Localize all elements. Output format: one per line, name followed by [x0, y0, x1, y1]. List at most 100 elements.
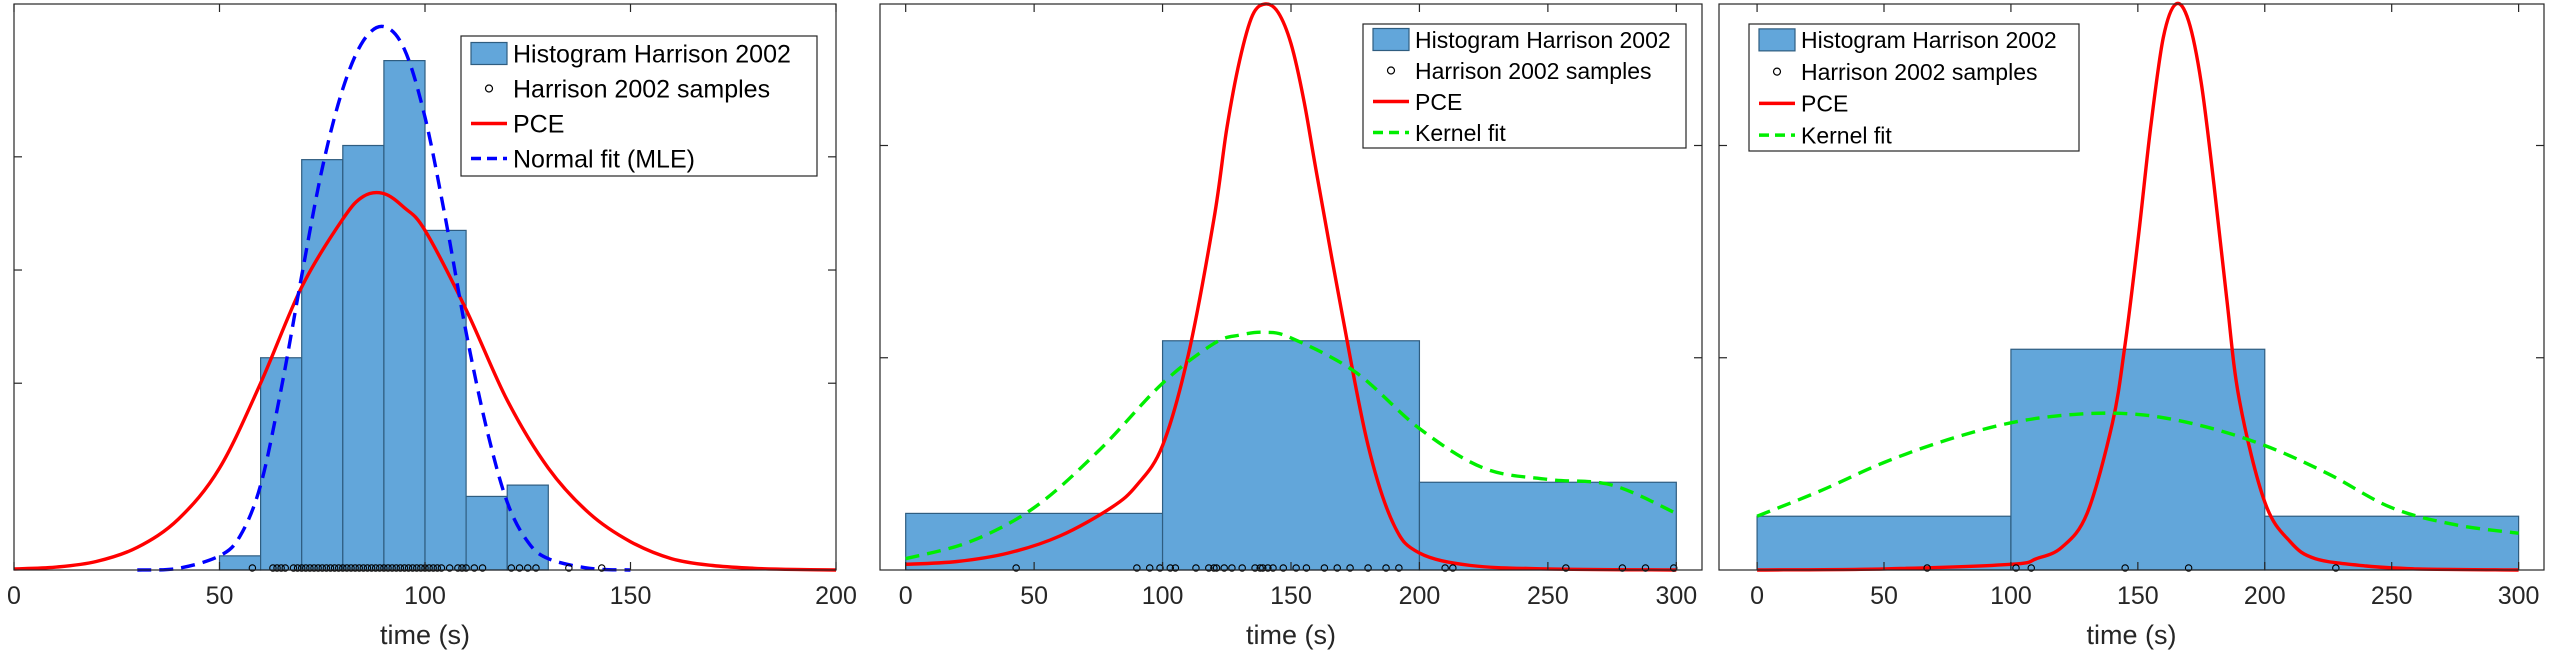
- panel-3-histogram-bar: [2010, 348, 2266, 571]
- panel-2-legend-label-histogram: Histogram Harrison 2002: [1415, 27, 1671, 53]
- panel-2-sample-point: [1364, 564, 1372, 572]
- panel-2-sample-point: [1258, 564, 1267, 572]
- panel-1: 0 50 100 150 200 Histogram Harrison 2002 Har…: [7, 3, 857, 650]
- panel-2-sample-point: [1210, 564, 1218, 572]
- panel-1-x-axis-label: time (s): [380, 620, 470, 650]
- panel-1-sample-point: [289, 564, 298, 572]
- panel-2-legend-label-samples: Harrison 2002 samples: [1415, 58, 1652, 84]
- panel-2-x-axis-label: time (s): [1246, 620, 1336, 650]
- panel-1-sample-point: [306, 564, 314, 572]
- panel-1-legend-box: [460, 35, 818, 177]
- panel-3-x-tick-label: 0: [1750, 582, 1764, 610]
- panel-1-sample-point: [302, 564, 310, 572]
- panel-1-legend-label-fit: Normal fit (MLE): [513, 146, 695, 174]
- panel-1-sample-point: [388, 564, 396, 572]
- panel-1-sample-point: [355, 564, 363, 572]
- panel-3-x-tick-label: 250: [2371, 582, 2413, 610]
- panel-1-sample-point: [425, 564, 433, 572]
- panel-2-x-tick-label: 0: [899, 582, 913, 610]
- panel-2-sample-point: [1256, 564, 1264, 572]
- panel-3-histogram-bar: [1756, 515, 2012, 571]
- panel-1-x-tick-label: 150: [610, 582, 652, 610]
- panel-1-sample-point: [392, 564, 400, 572]
- panel-1-sample-point: [297, 564, 306, 572]
- panel-2-sample-point: [1346, 564, 1354, 572]
- panel-1-legend-label-histogram: Histogram Harrison 2002: [513, 41, 791, 69]
- panel-1-sample-point: [507, 564, 516, 572]
- panel-1-sample-point: [400, 564, 409, 572]
- panel-1-sample-point: [445, 564, 454, 572]
- panel-1-pce-curve: [13, 190, 837, 572]
- panel-2-sample-point: [1441, 564, 1449, 572]
- panel-2-histogram-bar: [905, 512, 1164, 571]
- panel-1-sample-point: [318, 564, 326, 572]
- panel-1-sample-point: [532, 564, 540, 572]
- panel-3-sample-point: [2027, 564, 2035, 572]
- panel-1-legend-sample-marker: [484, 84, 494, 93]
- panel-3: 0 50 100 150 200 250 300 Histogram Harrison 20…: [1718, 1, 2545, 650]
- panel-1-sample-point: [597, 564, 606, 572]
- panel-3-legend-label-pce: PCE: [1801, 91, 1848, 117]
- panel-1-sample-point: [269, 564, 277, 572]
- panel-2-sample-point: [1166, 564, 1175, 572]
- panel-1-sample-point: [314, 564, 322, 572]
- panel-1-sample-point: [343, 564, 351, 572]
- panel-2-sample-point: [1382, 564, 1390, 572]
- panel-1-x-tick-label: 0: [7, 582, 21, 610]
- panel-1-sample-point: [273, 564, 281, 572]
- panel-2-legend-box: [1362, 23, 1687, 149]
- panel-2-sample-point: [1251, 564, 1259, 572]
- panel-2-sample-point: [1156, 564, 1164, 572]
- panel-2-sample-point: [1279, 564, 1288, 572]
- panel-2-sample-point: [1292, 564, 1300, 572]
- panel-1-x-tick-label: 200: [815, 582, 857, 610]
- panel-2-legend: Histogram Harrison 2002 Harrison 2002 sa…: [1362, 23, 1687, 149]
- panel-2: 0 50 100 150 200 250 300 Histogram Harrison 20…: [879, 2, 1703, 650]
- panel-2-x-tick-label: 200: [1399, 582, 1441, 610]
- panel-3-x-tick-label: 100: [1990, 582, 2032, 610]
- panel-1-sample-point: [565, 564, 573, 572]
- panel-2-sample-point: [1264, 564, 1272, 572]
- panel-3-legend-label-samples: Harrison 2002 samples: [1801, 59, 2038, 85]
- panel-2-legend-hist-swatch: [1372, 27, 1410, 52]
- panel-3-sample-point: [2184, 564, 2193, 572]
- panel-1-sample-point: [376, 564, 384, 572]
- panel-2-sample-point: [1333, 564, 1341, 572]
- panel-3-x-tick-label: 150: [2117, 582, 2159, 610]
- panel-1-sample-point: [462, 564, 470, 572]
- panel-1-sample-point: [384, 564, 392, 572]
- panel-2-sample-point: [1133, 564, 1141, 572]
- panel-2-sample-point: [1302, 564, 1311, 572]
- panel-3-legend-label-histogram: Histogram Harrison 2002: [1801, 27, 2057, 53]
- panel-1-sample-point: [408, 564, 417, 572]
- panel-1-sample-point: [429, 564, 437, 572]
- panel-1-sample-point: [413, 564, 421, 572]
- panel-1-legend: Histogram Harrison 2002 Harrison 2002 sa…: [460, 35, 818, 177]
- panel-1-sample-point: [277, 564, 285, 572]
- panel-2-x-tick-label: 300: [1655, 582, 1697, 610]
- panel-1-histogram-bar: [424, 229, 467, 571]
- panel-3-legend-sample-marker: [1772, 67, 1782, 76]
- panel-1-legend-label-pce: PCE: [513, 111, 564, 139]
- panel-3-legend: Histogram Harrison 2002 Harrison 2002 sa…: [1748, 23, 2080, 152]
- panel-2-legend-label-pce: PCE: [1415, 89, 1462, 115]
- panel-1-sample-point: [523, 564, 532, 572]
- panel-1-sample-point: [347, 564, 355, 572]
- panel-3-sample-point: [2121, 564, 2129, 572]
- panel-3-pce-curve: [1757, 1, 2519, 572]
- panel-1-sample-point: [367, 564, 376, 572]
- panel-2-histogram-bar: [1161, 340, 1421, 571]
- panel-1-sample-point: [515, 564, 524, 572]
- panel-3-sample-point: [2332, 564, 2340, 572]
- panel-2-sample-point: [1269, 564, 1277, 572]
- panel-1-sample-point: [359, 564, 368, 572]
- panel-2-sample-point: [1562, 564, 1570, 572]
- panel-1-sample-point: [339, 564, 347, 572]
- panel-3-legend-label-kernel: Kernel fit: [1801, 122, 1892, 148]
- panel-2-x-tick-label: 150: [1270, 582, 1312, 610]
- panel-2-sample-point: [1618, 564, 1627, 572]
- panel-2-sample-point: [1192, 564, 1200, 572]
- panel-3-legend-box: [1748, 23, 2080, 152]
- panel-1-sample-point: [470, 564, 479, 572]
- panel-2-sample-point: [1228, 564, 1236, 572]
